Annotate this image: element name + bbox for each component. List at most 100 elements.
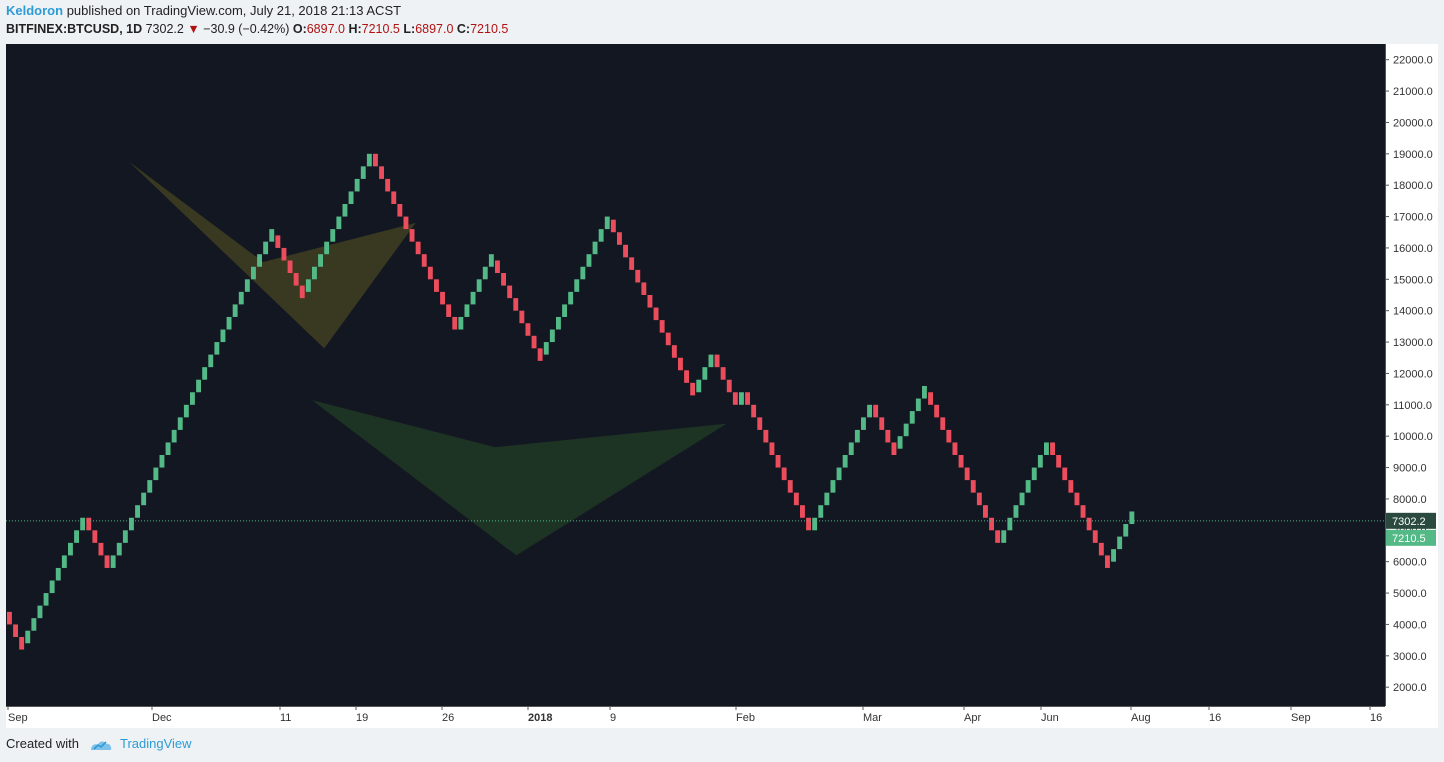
down-brick: [720, 367, 726, 380]
down-brick: [440, 291, 445, 305]
down-brick: [513, 298, 519, 311]
change-label: −30.9 (−0.42%): [203, 22, 290, 36]
y-tick-label: 3000.0: [1393, 651, 1427, 663]
down-brick: [293, 273, 299, 286]
y-tick-label: 11000.0: [1393, 400, 1432, 412]
down-brick: [287, 260, 293, 274]
down-brick: [1098, 542, 1104, 556]
up-brick: [824, 492, 830, 506]
up-brick: [25, 630, 31, 644]
down-brick: [806, 517, 811, 531]
close-value: 7210.5: [470, 22, 509, 36]
down-brick: [1074, 492, 1080, 506]
tradingview-link[interactable]: TradingView: [120, 736, 192, 751]
up-brick: [598, 229, 604, 242]
down-brick: [641, 282, 647, 295]
down-brick: [281, 247, 287, 261]
down-brick: [13, 624, 18, 637]
up-brick: [135, 505, 140, 518]
y-tick-label: 8000.0: [1393, 494, 1427, 506]
chart-area[interactable]: 22000.0 21000.0 20000.0 19000.0 18000.0 17000…: [6, 44, 1438, 728]
price-axis[interactable]: [1385, 44, 1438, 728]
up-brick: [604, 216, 610, 230]
down-brick: [891, 442, 897, 456]
down-arrow-icon: ▼: [187, 22, 200, 36]
publication-line: Keldoron published on TradingView.com, J…: [6, 3, 401, 18]
down-brick: [519, 310, 525, 324]
down-brick: [684, 370, 689, 383]
down-brick: [434, 279, 439, 292]
up-brick: [214, 342, 220, 355]
bullish-pattern[interactable]: [312, 400, 727, 556]
up-brick: [568, 291, 574, 305]
y-tick-label: 21000.0: [1393, 86, 1433, 98]
down-brick: [757, 417, 763, 430]
down-brick: [714, 354, 720, 368]
down-brick: [1050, 442, 1055, 456]
x-tick-label: 19: [356, 712, 368, 724]
up-brick: [470, 291, 476, 305]
down-brick: [964, 467, 970, 481]
y-tick-label: 22000.0: [1393, 55, 1433, 67]
y-tick-label: 13000.0: [1393, 337, 1433, 349]
up-brick: [482, 266, 488, 280]
down-brick: [1068, 480, 1074, 493]
up-brick: [842, 455, 848, 468]
up-brick: [318, 254, 323, 267]
plot-background[interactable]: [6, 44, 1385, 706]
up-brick: [476, 279, 482, 292]
y-tick-label: 20000.0: [1393, 117, 1433, 129]
down-brick: [629, 257, 635, 270]
up-brick: [1031, 467, 1037, 481]
up-brick: [190, 392, 195, 405]
up-brick: [488, 254, 494, 267]
down-brick: [879, 417, 885, 430]
down-brick: [952, 442, 958, 456]
up-brick: [244, 279, 250, 292]
down-brick: [781, 467, 787, 481]
up-brick: [171, 429, 177, 443]
x-tick-label: 2018: [528, 712, 552, 724]
down-brick: [970, 480, 976, 493]
up-brick: [153, 467, 159, 481]
up-brick: [861, 417, 866, 430]
up-brick: [208, 354, 214, 368]
time-axis[interactable]: [6, 706, 1385, 728]
up-brick: [543, 342, 549, 355]
down-brick: [623, 244, 628, 258]
down-brick: [732, 392, 738, 405]
down-brick: [769, 442, 775, 456]
up-brick: [37, 605, 43, 619]
up-brick: [305, 279, 311, 292]
x-tick-label: 9: [610, 712, 616, 724]
up-brick: [812, 517, 818, 531]
x-tick-label: 26: [442, 712, 454, 724]
down-brick: [678, 357, 683, 371]
up-brick: [68, 542, 73, 556]
y-tick-label: 9000.0: [1393, 463, 1427, 475]
down-brick: [525, 323, 531, 336]
down-brick: [409, 229, 415, 242]
up-brick: [263, 241, 269, 255]
up-brick: [360, 166, 366, 179]
author-link[interactable]: Keldoron: [6, 3, 64, 18]
up-brick: [708, 354, 714, 368]
down-brick: [385, 178, 391, 192]
renko-chart[interactable]: 22000.0 21000.0 20000.0 19000.0 18000.0 17000…: [6, 44, 1438, 728]
up-brick: [159, 455, 165, 468]
chart-header: Keldoron published on TradingView.com, J…: [6, 3, 1436, 41]
up-brick: [251, 266, 256, 280]
open-value: 6897.0: [306, 22, 345, 36]
down-brick: [397, 204, 403, 217]
low-value: 6897.0: [415, 22, 454, 36]
up-brick: [257, 254, 262, 267]
up-brick: [1037, 455, 1043, 468]
x-tick-label: Aug: [1131, 712, 1151, 724]
y-tick-label: 10000.0: [1393, 431, 1433, 443]
up-brick: [312, 266, 317, 280]
bearish-pattern[interactable]: [129, 161, 416, 349]
down-brick: [507, 285, 513, 299]
created-with-label: Created with: [6, 736, 79, 751]
up-brick: [80, 517, 86, 531]
down-brick: [452, 316, 458, 330]
